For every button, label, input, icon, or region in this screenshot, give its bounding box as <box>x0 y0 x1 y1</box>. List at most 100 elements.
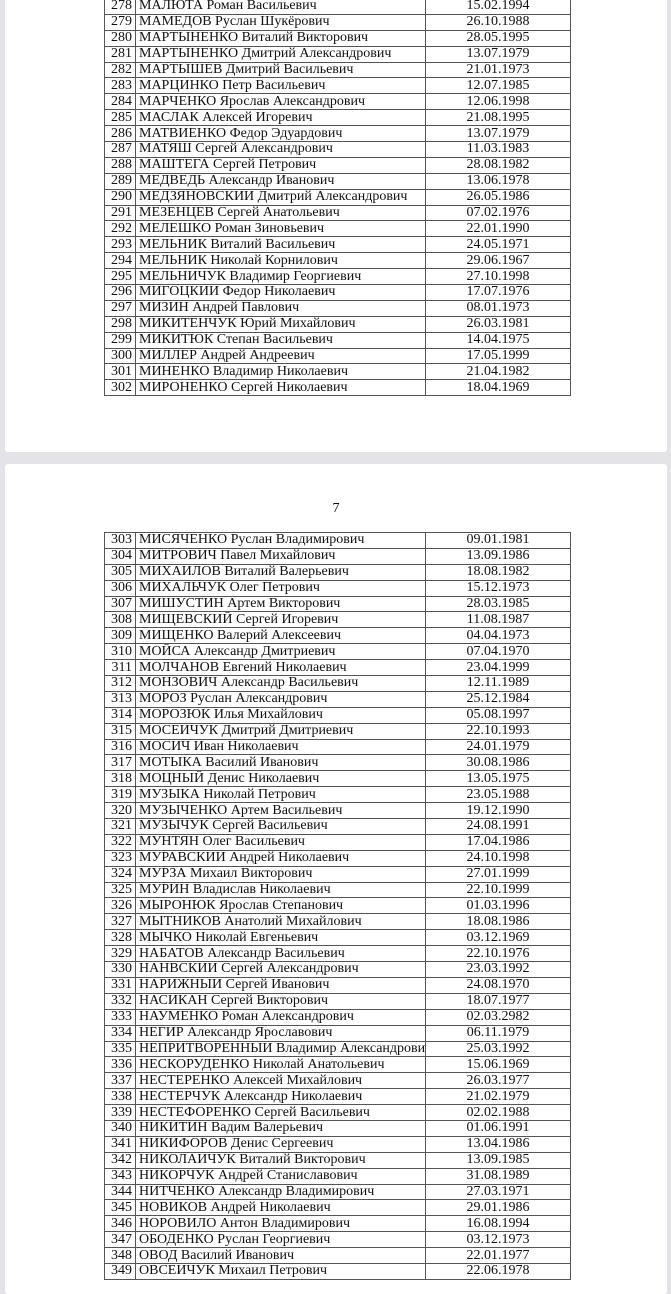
person-name: МОСЕЙЧУК Дмитрий Дмитриевич <box>135 722 426 740</box>
table-row: 331 НАРИЖНЫЙ Сергей Иванович 24.08.1970 <box>104 976 571 994</box>
row-number: 292 <box>104 220 136 238</box>
row-number: 313 <box>104 690 136 708</box>
person-name: НЕСКОРУДЕНКО Николай Анатольевич <box>135 1056 426 1074</box>
row-number: 297 <box>104 299 136 317</box>
table-row: 346 НОРОВИЛО Антон Владимирович 16.08.1994 <box>104 1215 571 1233</box>
document-page: 7 303 МИСЯЧЕНКО Руслан Владимирович 09.01.… <box>5 464 667 1294</box>
row-number: 312 <box>104 675 136 692</box>
person-name: ОБОДЕНКО Руслан Георгиевич <box>135 1231 426 1249</box>
person-name: МИКИТЕНЧУК Юрий Михайлович <box>135 315 426 333</box>
row-number: 304 <box>104 547 136 565</box>
birth-date: 24.08.1991 <box>425 818 571 835</box>
table-row: 321 МУЗЫЧУК Сергей Васильевич 24.08.1991 <box>104 818 571 835</box>
birth-date: 22.06.1978 <box>425 1262 571 1280</box>
person-name: НЕСТЕФОРЕНКО Сергей Васильевич <box>135 1104 426 1121</box>
birth-date: 18.08.1982 <box>425 563 571 581</box>
person-name: МОРОЗ Руслан Александрович <box>135 690 426 708</box>
table-row: 281 МАРТЫНЕНКО Дмитрий Александрович 13.07… <box>104 45 571 63</box>
birth-date: 23.04.1999 <box>425 659 571 677</box>
person-name: МАРЦИНКО Петр Васильевич <box>135 77 426 95</box>
table-row: 349 ОВСЕЙЧУК Михаил Петрович 22.06.1978 <box>104 1262 571 1280</box>
person-name: НОВИКОВ Андрей Николаевич <box>135 1199 426 1217</box>
row-number: 295 <box>104 268 136 286</box>
birth-date: 26.05.1986 <box>425 188 571 206</box>
person-name: МАРТЫНЕНКО Дмитрий Александрович <box>135 45 426 63</box>
row-number: 289 <box>104 172 136 190</box>
table-row: 292 МЕЛЕШКО Роман Зиновьевич 22.01.1990 <box>104 220 571 238</box>
birth-date: 02.02.1988 <box>425 1104 571 1121</box>
row-number: 344 <box>104 1183 136 1201</box>
birth-date: 17.05.1999 <box>425 347 571 365</box>
birth-date: 13.09.1986 <box>425 547 571 565</box>
birth-date: 24.05.1971 <box>425 236 571 254</box>
row-number: 335 <box>104 1040 136 1058</box>
person-name: НИКИФОРОВ Денис Сергеевич <box>135 1135 426 1153</box>
person-name: НАРИЖНЫЙ Сергей Иванович <box>135 976 426 994</box>
row-number: 346 <box>104 1215 136 1233</box>
birth-date: 13.05.1975 <box>425 770 571 788</box>
table-row: 314 МОРОЗЮК Илья Михайлович 05.08.1997 <box>104 706 571 724</box>
table-row: 295 МЕЛЬНИЧУК Владимир Георгиевич 27.10.19… <box>104 268 571 286</box>
birth-date: 06.11.1979 <box>425 1024 571 1042</box>
birth-date: 25.03.1992 <box>425 1040 571 1058</box>
row-number: 325 <box>104 881 136 899</box>
person-name: НИКОЛАЙЧУК Виталий Викторович <box>135 1151 426 1169</box>
birth-date: 28.05.1995 <box>425 29 571 47</box>
row-number: 308 <box>104 611 136 629</box>
table-row: 330 НАНВСКИЙ Сергей Александрович 23.03.19… <box>104 961 571 978</box>
row-number: 290 <box>104 188 136 206</box>
birth-date: 15.06.1969 <box>425 1056 571 1074</box>
birth-date: 11.03.1983 <box>425 141 571 158</box>
person-name: МУРЗА Михаил Викторович <box>135 865 426 883</box>
birth-date: 28.03.1985 <box>425 595 571 613</box>
person-name: НЕГИР Александр Ярославович <box>135 1024 426 1042</box>
person-name: МОНЗОВИЧ Александр Васильевич <box>135 675 426 692</box>
row-number: 284 <box>104 93 136 111</box>
person-name: МИНЕНКО Владимир Николаевич <box>135 363 426 381</box>
row-number: 347 <box>104 1231 136 1249</box>
table-row: 318 МОЦНЫЙ Денис Николаевич 13.05.1975 <box>104 770 571 788</box>
birth-date: 21.01.1973 <box>425 61 571 79</box>
person-name: НАУМЕНКО Роман Александрович <box>135 1008 426 1026</box>
birth-date: 21.04.1982 <box>425 363 571 381</box>
person-name: МИХАЙЛОВ Виталий Валерьевич <box>135 563 426 581</box>
table-row: 283 МАРЦИНКО Петр Васильевич 12.07.1985 <box>104 77 571 95</box>
table-row: 319 МУЗЫКА Николай Петрович 23.05.1988 <box>104 786 571 804</box>
birth-date: 31.08.1989 <box>425 1167 571 1185</box>
person-name: МИЩЕВСКИЙ Сергей Игоревич <box>135 611 426 629</box>
table-row: 322 МУНТЯН Олег Васильевич 17.04.1986 <box>104 833 571 851</box>
table-row: 308 МИЩЕВСКИЙ Сергей Игоревич 11.08.1987 <box>104 611 571 629</box>
birth-date: 30.08.1986 <box>425 754 571 772</box>
person-name: МУЗЫЧЕНКО Артем Васильевич <box>135 802 426 820</box>
row-number: 279 <box>104 13 136 31</box>
table-row: 305 МИХАЙЛОВ Виталий Валерьевич 18.08.1982 <box>104 563 571 581</box>
row-number: 296 <box>104 284 136 301</box>
row-number: 324 <box>104 865 136 883</box>
person-name: МАЛЮТА Роман Васильевич <box>135 0 426 15</box>
birth-date: 17.04.1986 <box>425 833 571 851</box>
birth-date: 24.01.1979 <box>425 738 571 756</box>
birth-date: 13.07.1979 <box>425 45 571 63</box>
birth-date: 22.10.1976 <box>425 945 571 963</box>
table-row: 291 МЕЗЕНЦЕВ Сергей Анатольевич 07.02.1976 <box>104 204 571 222</box>
row-number: 319 <box>104 786 136 804</box>
row-number: 281 <box>104 45 136 63</box>
table-row: 287 МАТЯШ Сергей Александрович 11.03.1983 <box>104 141 571 158</box>
row-number: 278 <box>104 0 136 15</box>
birth-date: 12.06.1998 <box>425 93 571 111</box>
row-number: 334 <box>104 1024 136 1042</box>
row-number: 345 <box>104 1199 136 1217</box>
table-row: 280 МАРТЫНЕНКО Виталий Викторович 28.05.19… <box>104 29 571 47</box>
birth-date: 24.10.1998 <box>425 849 571 867</box>
table-row: 310 МОЙСА Александр Дмитриевич 07.04.1970 <box>104 643 571 661</box>
table-row: 301 МИНЕНКО Владимир Николаевич 21.04.1982 <box>104 363 571 381</box>
birth-date: 02.03.2982 <box>425 1008 571 1026</box>
table-row: 339 НЕСТЕФОРЕНКО Сергей Васильевич 02.02.1… <box>104 1104 571 1121</box>
birth-date: 22.10.1999 <box>425 881 571 899</box>
person-name: МОТЫКА Василий Иванович <box>135 754 426 772</box>
table-row: 335 НЕПРИТВОРЕННЫЙ Владимир Александрович… <box>104 1040 571 1058</box>
table-row: 340 НИКИТИН Вадим Валерьевич 01.06.1991 <box>104 1119 571 1137</box>
table-row: 303 МИСЯЧЕНКО Руслан Владимирович 09.01.19… <box>104 532 571 549</box>
person-name: МЕДВЕДЬ Александр Иванович <box>135 172 426 190</box>
table-row: 282 МАРТЫШЕВ Дмитрий Васильевич 21.01.1973 <box>104 61 571 79</box>
